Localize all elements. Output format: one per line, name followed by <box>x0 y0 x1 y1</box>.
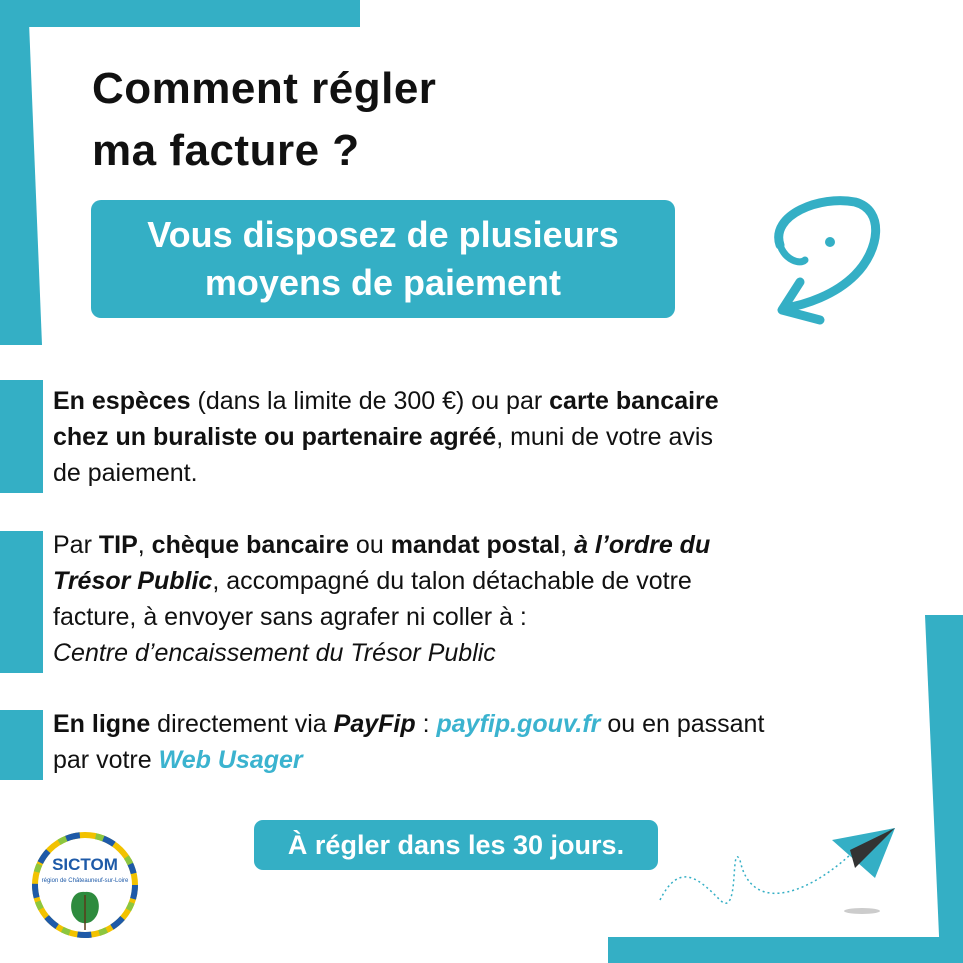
text-line: Trésor Public, accompagné du talon détac… <box>53 563 710 599</box>
text-segment: de paiement. <box>53 459 198 487</box>
text-segment: par votre <box>53 746 159 774</box>
deadline-badge: À régler dans les 30 jours. <box>254 820 658 870</box>
text-line: En ligne directement via PayFip : payfip… <box>53 706 764 742</box>
decor-bottom-bar <box>608 937 963 963</box>
decor-tab-3 <box>0 710 43 780</box>
text-segment: carte bancaire <box>549 387 719 415</box>
deadline-text: À régler dans les 30 jours. <box>287 829 625 860</box>
text-line: facture, à envoyer sans agrafer ni colle… <box>53 599 710 635</box>
svg-text:SICTOM: SICTOM <box>52 855 118 874</box>
decor-top-left-bar <box>0 0 360 27</box>
decor-left-strip <box>0 0 28 345</box>
question-curl-arrow-icon <box>774 196 881 325</box>
subtitle-line-2: moyens de paiement <box>204 262 562 303</box>
text-line: chez un buraliste ou partenaire agréé, m… <box>53 419 719 455</box>
text-segment: TIP <box>98 531 138 559</box>
decor-right-strip <box>925 615 963 963</box>
text-segment: PayFip <box>333 710 416 738</box>
text-segment: ou en passant <box>600 710 765 738</box>
text-segment: facture, à envoyer sans agrafer ni colle… <box>53 603 527 631</box>
text-line: Par TIP, chèque bancaire ou mandat posta… <box>53 527 710 563</box>
sictom-logo: SICTOM région de Châteauneuf-sur-Loire <box>32 832 138 938</box>
text-segment: Centre d’encaissement du Trésor Public <box>53 639 496 667</box>
page-title: Comment régler ma facture ? <box>92 58 436 182</box>
text-segment: directement via <box>150 710 334 738</box>
text-segment: , <box>137 531 152 559</box>
title-line-2: ma facture ? <box>92 126 360 175</box>
payment-cash-card: En espèces (dans la limite de 300 €) ou … <box>53 383 719 491</box>
link[interactable]: payfip.gouv.fr <box>436 710 601 738</box>
text-segment: ou <box>348 531 391 559</box>
decor-tab-2 <box>0 531 43 673</box>
title-line-1: Comment régler <box>92 64 437 113</box>
text-segment: , muni de votre avis <box>496 423 713 451</box>
text-segment: chèque bancaire <box>151 531 349 559</box>
text-segment: En espèces <box>53 387 191 415</box>
text-segment: : <box>415 710 437 738</box>
payment-tip-cheque: Par TIP, chèque bancaire ou mandat posta… <box>53 527 710 671</box>
decor-left-strip-edge <box>26 27 42 345</box>
text-segment: En ligne <box>53 710 151 738</box>
subtitle-line-1: Vous disposez de plusieurs <box>147 214 619 255</box>
text-line: par votre Web Usager <box>53 742 764 778</box>
decor-tab-1 <box>0 380 43 493</box>
text-segment: , <box>560 531 575 559</box>
text-line: Centre d’encaissement du Trésor Public <box>53 635 710 671</box>
text-line: En espèces (dans la limite de 300 €) ou … <box>53 383 719 419</box>
text-segment: Par <box>53 531 99 559</box>
text-segment: chez un buraliste ou partenaire agréé <box>53 423 497 451</box>
svg-text:région de Châteauneuf-sur-Loir: région de Châteauneuf-sur-Loire <box>42 878 129 884</box>
text-line: de paiement. <box>53 455 719 491</box>
text-segment: Trésor Public <box>53 567 213 595</box>
link[interactable]: Web Usager <box>158 746 303 774</box>
text-segment: (dans la limite de 300 €) ou par <box>190 387 550 415</box>
payment-online: En ligne directement via PayFip : payfip… <box>53 706 764 778</box>
text-segment: à l’ordre du <box>574 531 711 559</box>
paper-plane-icon <box>659 828 895 914</box>
subtitle-banner: Vous disposez de plusieurs moyens de pai… <box>91 200 675 318</box>
text-segment: mandat postal <box>390 531 561 559</box>
text-segment: , accompagné du talon détachable de votr… <box>212 567 692 595</box>
